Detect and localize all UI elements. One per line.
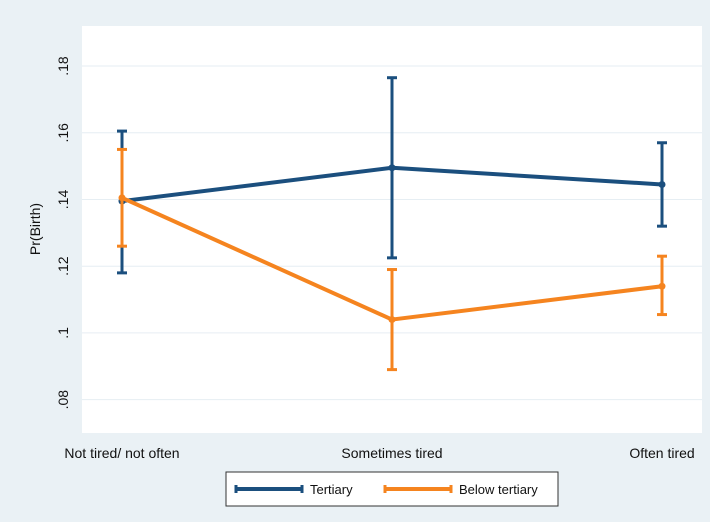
- data-point: [118, 194, 126, 202]
- y-axis-label: Pr(Birth): [27, 203, 43, 255]
- y-axis-ticks: .08 .1 .12 .14 .16 .18: [55, 56, 71, 409]
- x-axis-ticks: Not tired/ not often Sometimes tired Often…: [64, 445, 694, 461]
- data-point: [388, 164, 396, 172]
- y-tick-label: .16: [55, 123, 71, 143]
- legend-items: Tertiary Below tertiary: [234, 482, 538, 497]
- x-tick-label: Not tired/ not often: [64, 445, 179, 461]
- y-tick-label: .08: [55, 390, 71, 410]
- y-tick-label: .12: [55, 256, 71, 276]
- data-point: [658, 180, 666, 188]
- gridlines: [82, 65, 702, 401]
- data-point: [658, 282, 666, 290]
- x-tick-label: Sometimes tired: [341, 445, 442, 461]
- series-below-tertiary: [117, 147, 667, 372]
- y-tick-label: .1: [55, 327, 71, 339]
- y-tick-label: .14: [55, 190, 71, 210]
- y-tick-label: .18: [55, 56, 71, 76]
- data-series: [117, 76, 667, 372]
- legend-label: Below tertiary: [459, 482, 538, 497]
- data-point: [388, 316, 396, 324]
- x-tick-label: Often tired: [629, 445, 694, 461]
- legend: Tertiary Below tertiary: [225, 471, 559, 507]
- legend-label: Tertiary: [310, 482, 353, 497]
